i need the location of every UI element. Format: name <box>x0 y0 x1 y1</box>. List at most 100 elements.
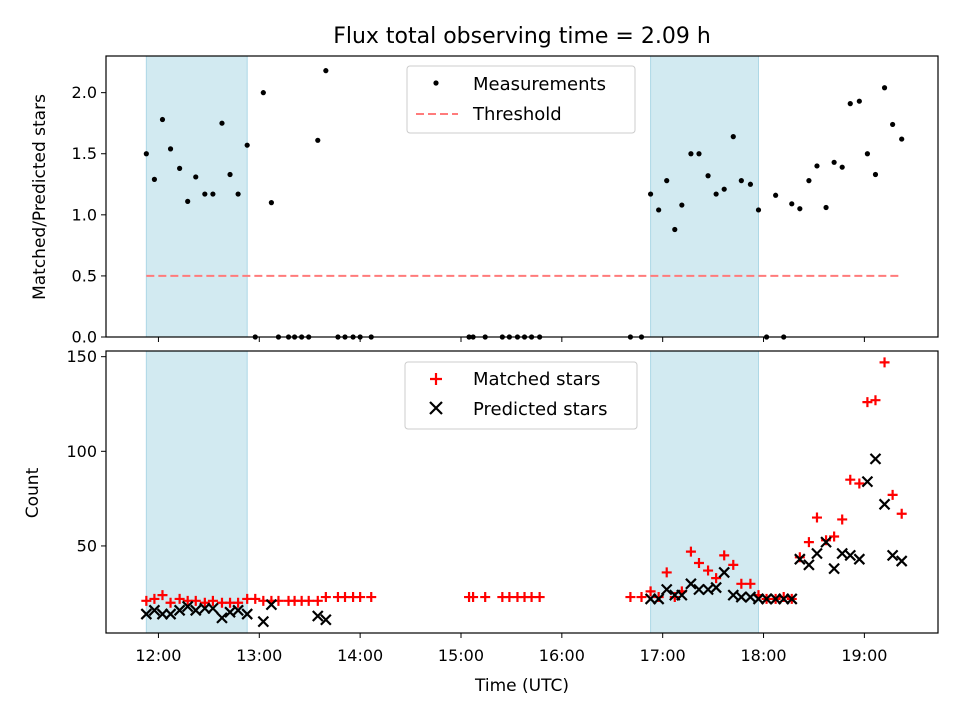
matched-stars-point <box>534 592 545 603</box>
matched-stars-point <box>829 531 840 542</box>
measurements-point <box>672 226 678 233</box>
legend-label-matched-stars: Matched stars <box>473 369 600 390</box>
measurements-point <box>721 186 727 192</box>
matched-stars-point <box>711 573 722 584</box>
measurements-point <box>219 120 225 126</box>
x-tick-label: 18:00 <box>740 646 786 665</box>
measurements-point <box>864 151 871 157</box>
measurements-point <box>151 176 158 182</box>
counts-y-tick-label: 150 <box>66 347 97 366</box>
ratio-y-tick-label: 1.0 <box>72 205 97 224</box>
matched-stars-point <box>312 595 323 606</box>
counts-y-axis-label: Count <box>23 467 43 518</box>
matched-stars-point <box>845 474 856 485</box>
predicted-stars-point <box>676 589 688 601</box>
measurements-point <box>823 204 829 211</box>
x-tick-label: 17:00 <box>640 646 686 665</box>
predicted-stars-point <box>660 583 673 596</box>
predicted-stars-point <box>718 566 730 579</box>
matched-stars-point <box>887 489 898 500</box>
matched-stars-point <box>719 550 730 561</box>
predicted-stars-point <box>710 581 722 594</box>
predicted-stars-point <box>207 602 219 615</box>
predicted-stars-point <box>312 610 324 622</box>
matched-stars-point <box>199 597 210 608</box>
x-tick-label: 19:00 <box>841 646 887 665</box>
matched-stars-point <box>355 592 366 603</box>
predicted-stars-point <box>320 613 332 626</box>
measurements-point <box>773 192 779 198</box>
measurements-point <box>872 171 879 178</box>
ratio-plot-area <box>105 55 939 338</box>
predicted-stars-point <box>794 553 806 565</box>
counts-y-tick-label: 100 <box>66 442 97 461</box>
measurements-point <box>797 206 803 212</box>
matched-stars-point <box>207 595 218 606</box>
measurements-point <box>881 85 888 91</box>
measurements-point <box>696 151 702 157</box>
matched-stars-point <box>811 512 822 523</box>
measurements-point <box>730 134 736 140</box>
predicted-stars-point <box>785 593 798 605</box>
measurements-point <box>713 191 719 197</box>
measurements-point <box>847 101 853 107</box>
predicted-stars-point <box>173 604 186 617</box>
ratio-y-tick-label: 1.5 <box>72 144 97 163</box>
matched-stars-point <box>736 578 747 589</box>
legend-label-threshold: Threshold <box>472 104 562 125</box>
matched-stars-point <box>149 593 160 604</box>
predicted-stars-point <box>216 612 228 624</box>
predicted-stars-point <box>257 615 270 628</box>
measurements-point <box>814 163 820 169</box>
ratio-legend: Measurements Threshold <box>406 65 636 134</box>
measurements-point <box>856 98 862 104</box>
matched-stars-point <box>141 595 152 606</box>
x-tick-label: 13:00 <box>236 646 282 665</box>
measurements-point <box>177 165 183 171</box>
measurements-point <box>210 191 216 197</box>
predicted-stars-point <box>878 498 891 511</box>
predicted-stars-point <box>232 604 244 617</box>
matched-stars-point <box>366 592 377 603</box>
predicted-stars-point <box>820 536 832 548</box>
measurements-point <box>806 178 812 184</box>
counts-panel: 50 100 150 Count Matched stars Predicted s… <box>23 347 939 638</box>
matched-stars-point <box>745 578 756 589</box>
predicted-stars-point <box>853 553 866 565</box>
matched-stars-point <box>879 357 890 368</box>
predicted-stars-point <box>164 608 177 620</box>
measurements-point <box>185 198 191 204</box>
matched-stars-point <box>303 595 314 606</box>
measurements-point <box>705 173 711 179</box>
matched-stars-point <box>190 595 201 606</box>
measurements-point <box>268 200 274 206</box>
measurements-point <box>755 207 762 213</box>
matched-stars-point <box>468 592 479 603</box>
predicted-stars-point <box>895 555 908 567</box>
ratio-shaded-interval-2 <box>650 55 759 338</box>
x-tick-label: 15:00 <box>438 646 484 665</box>
predicted-stars-point <box>869 453 882 465</box>
matched-stars-point <box>645 586 656 597</box>
measurements-point <box>664 178 670 184</box>
measurements-point <box>747 181 754 187</box>
measurements-point <box>679 202 685 208</box>
measurements-point <box>235 191 241 197</box>
ratio-y-tick-label: 0.0 <box>72 328 97 347</box>
predicted-stars-point <box>803 559 815 571</box>
matched-stars-point <box>854 478 865 489</box>
matched-stars-point <box>837 514 848 525</box>
measurements-point <box>738 178 744 184</box>
matched-stars-point <box>728 559 739 570</box>
matched-stars-point <box>896 508 907 519</box>
matched-stars-point <box>661 567 672 578</box>
ratio-y-axis-label: Matched/Predicted stars <box>30 94 50 300</box>
matched-stars-point <box>870 395 881 406</box>
predicted-stars-point <box>265 598 278 611</box>
predicted-stars-point <box>735 591 748 603</box>
predicted-stars-point <box>760 593 773 605</box>
predicted-stars-point <box>685 578 697 590</box>
predicted-stars-point <box>148 604 161 617</box>
x-axis-label: Time (UTC) <box>474 676 569 696</box>
